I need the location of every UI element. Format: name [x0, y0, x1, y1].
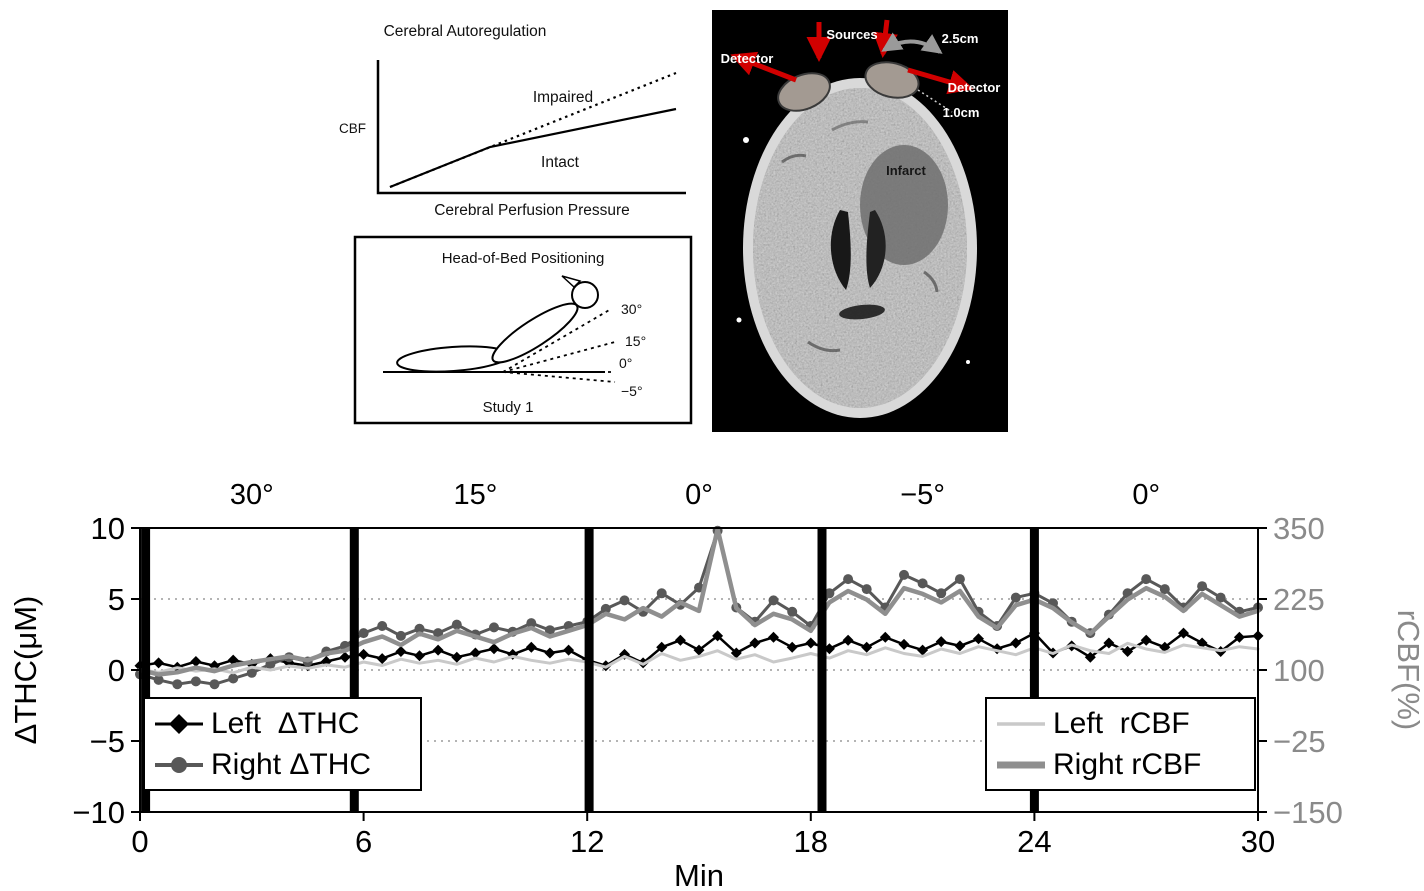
intervention-bars: [141, 528, 1039, 812]
svg-text:−150: −150: [1273, 795, 1343, 830]
svg-text:0: 0: [131, 824, 148, 859]
svg-text:−10: −10: [72, 795, 125, 830]
legend-item-left-thc: Left ΔTHC: [155, 705, 410, 743]
legend-thc: Left ΔTHC Right ΔTHC: [143, 697, 422, 791]
detector-left-label: Detector: [721, 51, 774, 66]
left-rcbf-marker-swatch: [997, 721, 1045, 726]
angle-label-30: 30°: [621, 301, 642, 317]
autoregulation-axes: [376, 60, 686, 195]
panel-head-of-bed: Head-of-Bed Positioning 30° 15° 0° −5° S…: [353, 235, 693, 425]
angle-lines: [502, 308, 616, 383]
legend-label-right-thc: Right ΔTHC: [211, 747, 372, 781]
panel-ct-scan: Detector Sources 2.5cm Detector 1.0cm In…: [712, 10, 1008, 432]
right-thc-marker-swatch: [155, 756, 203, 773]
angle-label-15: 15°: [625, 333, 646, 349]
panel-autoregulation: Cerebral Autoregulation CBF Impaired Int…: [339, 23, 686, 219]
svg-text:0°: 0°: [685, 479, 713, 511]
separation-arrow: [881, 32, 943, 54]
separation-label: 2.5cm: [942, 31, 979, 46]
intact-label: Intact: [541, 154, 580, 171]
svg-text:ΔTHC(μM): ΔTHC(μM): [8, 596, 43, 745]
legend-item-left-rcbf: Left rCBF: [997, 705, 1244, 743]
series-2: [138, 641, 1260, 675]
svg-text:12: 12: [570, 824, 604, 859]
svg-text:30°: 30°: [230, 479, 274, 511]
svg-text:350: 350: [1273, 511, 1325, 546]
svg-text:10: 10: [91, 511, 125, 546]
legend-label-right-rcbf: Right rCBF: [1053, 747, 1202, 781]
angle-label-0: 0°: [619, 355, 632, 371]
reclining-person-figure: [396, 275, 599, 373]
sources-label: Sources: [826, 27, 877, 42]
series-3: [137, 526, 1261, 677]
timeseries-chart: 10 5 0 −5 −10 350 225 100 −25 −150 0 6 12 18 24 30 30° 15…: [8, 479, 1424, 891]
legend-item-right-rcbf: Right rCBF: [997, 746, 1244, 784]
cbf-axis-label: CBF: [339, 121, 366, 136]
svg-text:30: 30: [1241, 824, 1275, 859]
svg-text:5: 5: [108, 582, 125, 617]
svg-text:Min: Min: [674, 858, 724, 891]
brain-ct-image: [736, 78, 977, 418]
svg-text:0°: 0°: [1132, 479, 1160, 511]
axes-ticks-labels: 10 5 0 −5 −10 350 225 100 −25 −150 0 6 12 18 24 30 30° 15…: [8, 479, 1424, 891]
svg-text:0: 0: [108, 653, 125, 688]
svg-text:100: 100: [1273, 653, 1325, 688]
svg-text:24: 24: [1017, 824, 1051, 859]
svg-text:225: 225: [1273, 582, 1325, 617]
svg-text:−5: −5: [90, 724, 125, 759]
head-of-bed-title: Head-of-Bed Positioning: [442, 250, 605, 267]
svg-text:6: 6: [355, 824, 372, 859]
detector-arrow-left: [730, 51, 797, 83]
optical-probes: [777, 61, 920, 112]
infarct-label: Infarct: [886, 163, 926, 178]
svg-text:−25: −25: [1273, 724, 1326, 759]
intact-line: [389, 107, 677, 189]
legend-item-right-thc: Right ΔTHC: [155, 746, 410, 784]
legend-label-left-thc: Left ΔTHC: [211, 706, 360, 740]
detector-arrow-right: [907, 67, 974, 95]
detector-right-label: Detector: [948, 80, 1001, 95]
depth-label: 1.0cm: [943, 105, 980, 120]
svg-text:15°: 15°: [453, 479, 497, 511]
svg-text:−5°: −5°: [900, 479, 945, 511]
angle-label-neg5: −5°: [621, 383, 643, 399]
right-rcbf-marker-swatch: [997, 761, 1045, 768]
data-series: [134, 525, 1264, 690]
svg-text:rCBF(%): rCBF(%): [1391, 610, 1424, 731]
svg-text:18: 18: [794, 824, 828, 859]
study-caption: Study 1: [483, 399, 534, 416]
cpp-axis-label: Cerebral Perfusion Pressure: [434, 202, 630, 219]
left-thc-marker-swatch: [155, 713, 203, 734]
depth-dashed-line: [917, 89, 953, 113]
autoregulation-title: Cerebral Autoregulation: [384, 23, 547, 40]
legend-label-left-rcbf: Left rCBF: [1053, 706, 1190, 740]
impaired-label: Impaired: [533, 89, 593, 106]
legend-rcbf: Left rCBF Right rCBF: [985, 697, 1256, 791]
